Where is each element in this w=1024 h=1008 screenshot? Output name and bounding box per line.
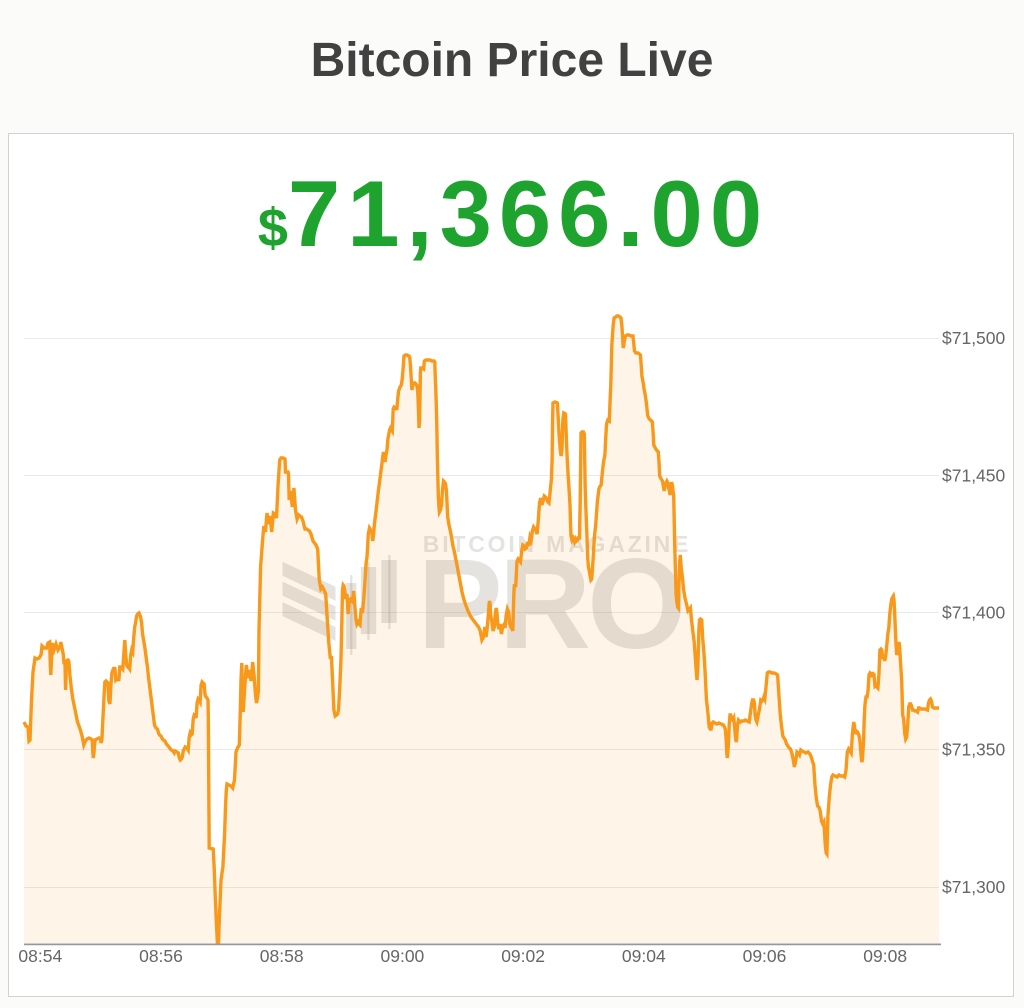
- svg-text:09:04: 09:04: [622, 946, 666, 966]
- svg-text:09:00: 09:00: [381, 946, 425, 966]
- svg-text:09:06: 09:06: [743, 946, 787, 966]
- svg-text:09:02: 09:02: [501, 946, 545, 966]
- svg-text:$71,450: $71,450: [942, 466, 1006, 486]
- svg-text:$71,350: $71,350: [942, 740, 1006, 760]
- svg-text:$71,300: $71,300: [942, 877, 1006, 897]
- svg-text:09:08: 09:08: [863, 946, 907, 966]
- svg-text:08:56: 08:56: [139, 946, 183, 966]
- svg-text:08:54: 08:54: [18, 946, 62, 966]
- svg-text:BITCOIN MAGAZINE: BITCOIN MAGAZINE: [423, 531, 691, 557]
- svg-text:PRO: PRO: [417, 533, 682, 676]
- svg-text:$71,500: $71,500: [942, 328, 1006, 348]
- svg-text:$71,400: $71,400: [942, 603, 1006, 623]
- svg-text:08:58: 08:58: [260, 946, 304, 966]
